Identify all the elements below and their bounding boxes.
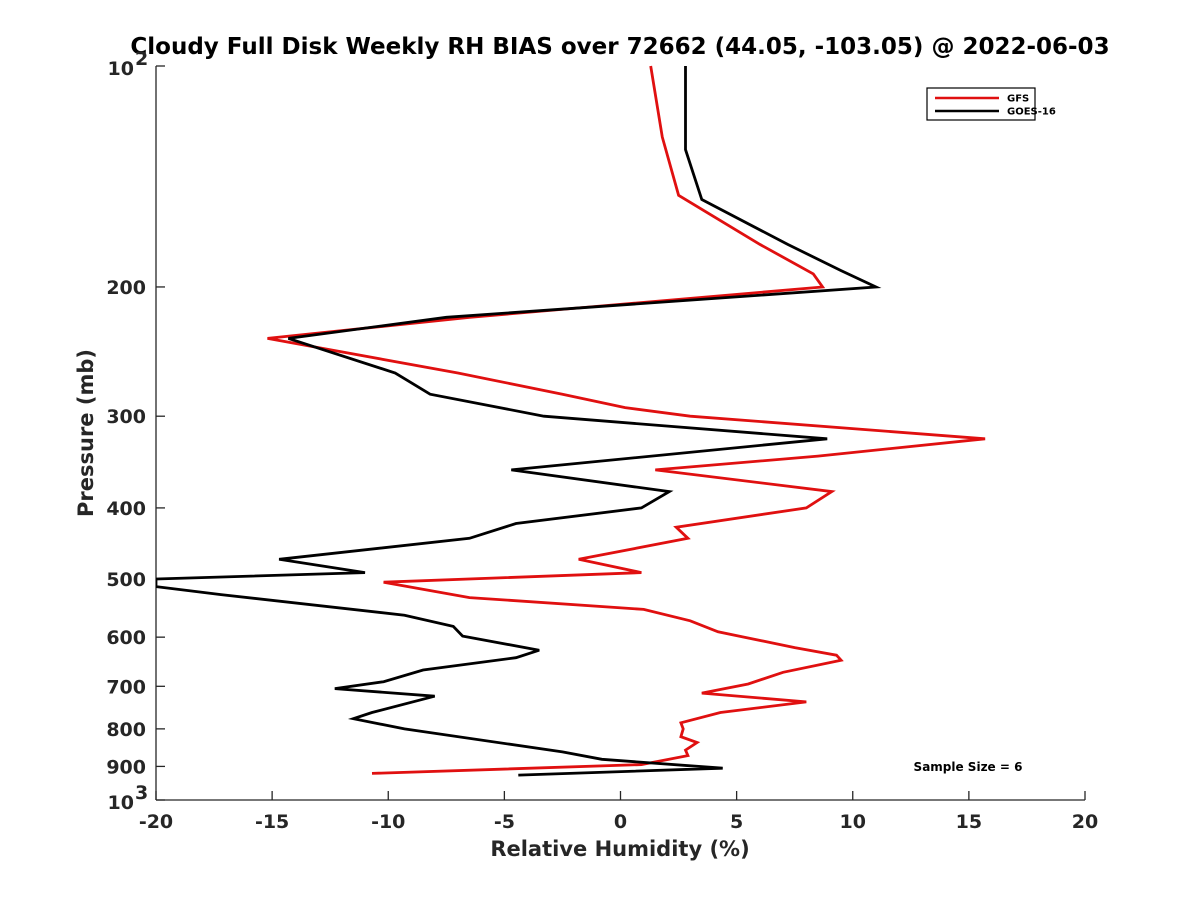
y-tick-label: 900 bbox=[106, 756, 146, 778]
x-tick-label: 5 bbox=[730, 811, 743, 833]
y-tick-label: 700 bbox=[106, 676, 146, 698]
plot-area: -20 -15 -10 -5 0 5 10 15 20 200 300 400 500 600 700 800… bbox=[106, 48, 1098, 833]
series-line-gfs bbox=[267, 65, 986, 775]
x-tick-label: -20 bbox=[139, 811, 173, 833]
legend-box bbox=[926, 87, 1036, 121]
y-tick-label: 10 bbox=[108, 792, 134, 814]
x-tick-label: 10 bbox=[840, 811, 866, 833]
x-tick-label: 20 bbox=[1072, 811, 1098, 833]
y-tick-label: 10 bbox=[108, 58, 134, 80]
chart-title: Cloudy Full Disk Weekly RH BIAS over 726… bbox=[130, 34, 1109, 60]
x-axis-label: Relative Humidity (%) bbox=[490, 837, 749, 861]
y-tick-label: 200 bbox=[106, 277, 146, 299]
y-tick-label: 300 bbox=[106, 406, 146, 428]
series-line-goes-16 bbox=[156, 66, 882, 777]
x-tick-label: 15 bbox=[956, 811, 982, 833]
y-tick-exponent: 3 bbox=[135, 782, 148, 804]
y-tick-label: 800 bbox=[106, 719, 146, 741]
x-tick-label: 0 bbox=[614, 811, 627, 833]
x-tick-label: -10 bbox=[371, 811, 405, 833]
y-axis-label: Pressure (mb) bbox=[74, 349, 98, 517]
y-tick-exponent: 2 bbox=[135, 48, 148, 70]
legend-label: GFS bbox=[1007, 94, 1029, 105]
y-tick-label: 500 bbox=[106, 569, 146, 591]
y-tick-label: 400 bbox=[106, 498, 146, 520]
y-tick-label: 600 bbox=[106, 627, 146, 649]
legend-label: GOES-16 bbox=[1007, 107, 1056, 118]
x-tick-label: -5 bbox=[494, 811, 515, 833]
sample-size-annotation: Sample Size = 6 bbox=[914, 760, 1023, 774]
x-tick-label: -15 bbox=[255, 811, 289, 833]
